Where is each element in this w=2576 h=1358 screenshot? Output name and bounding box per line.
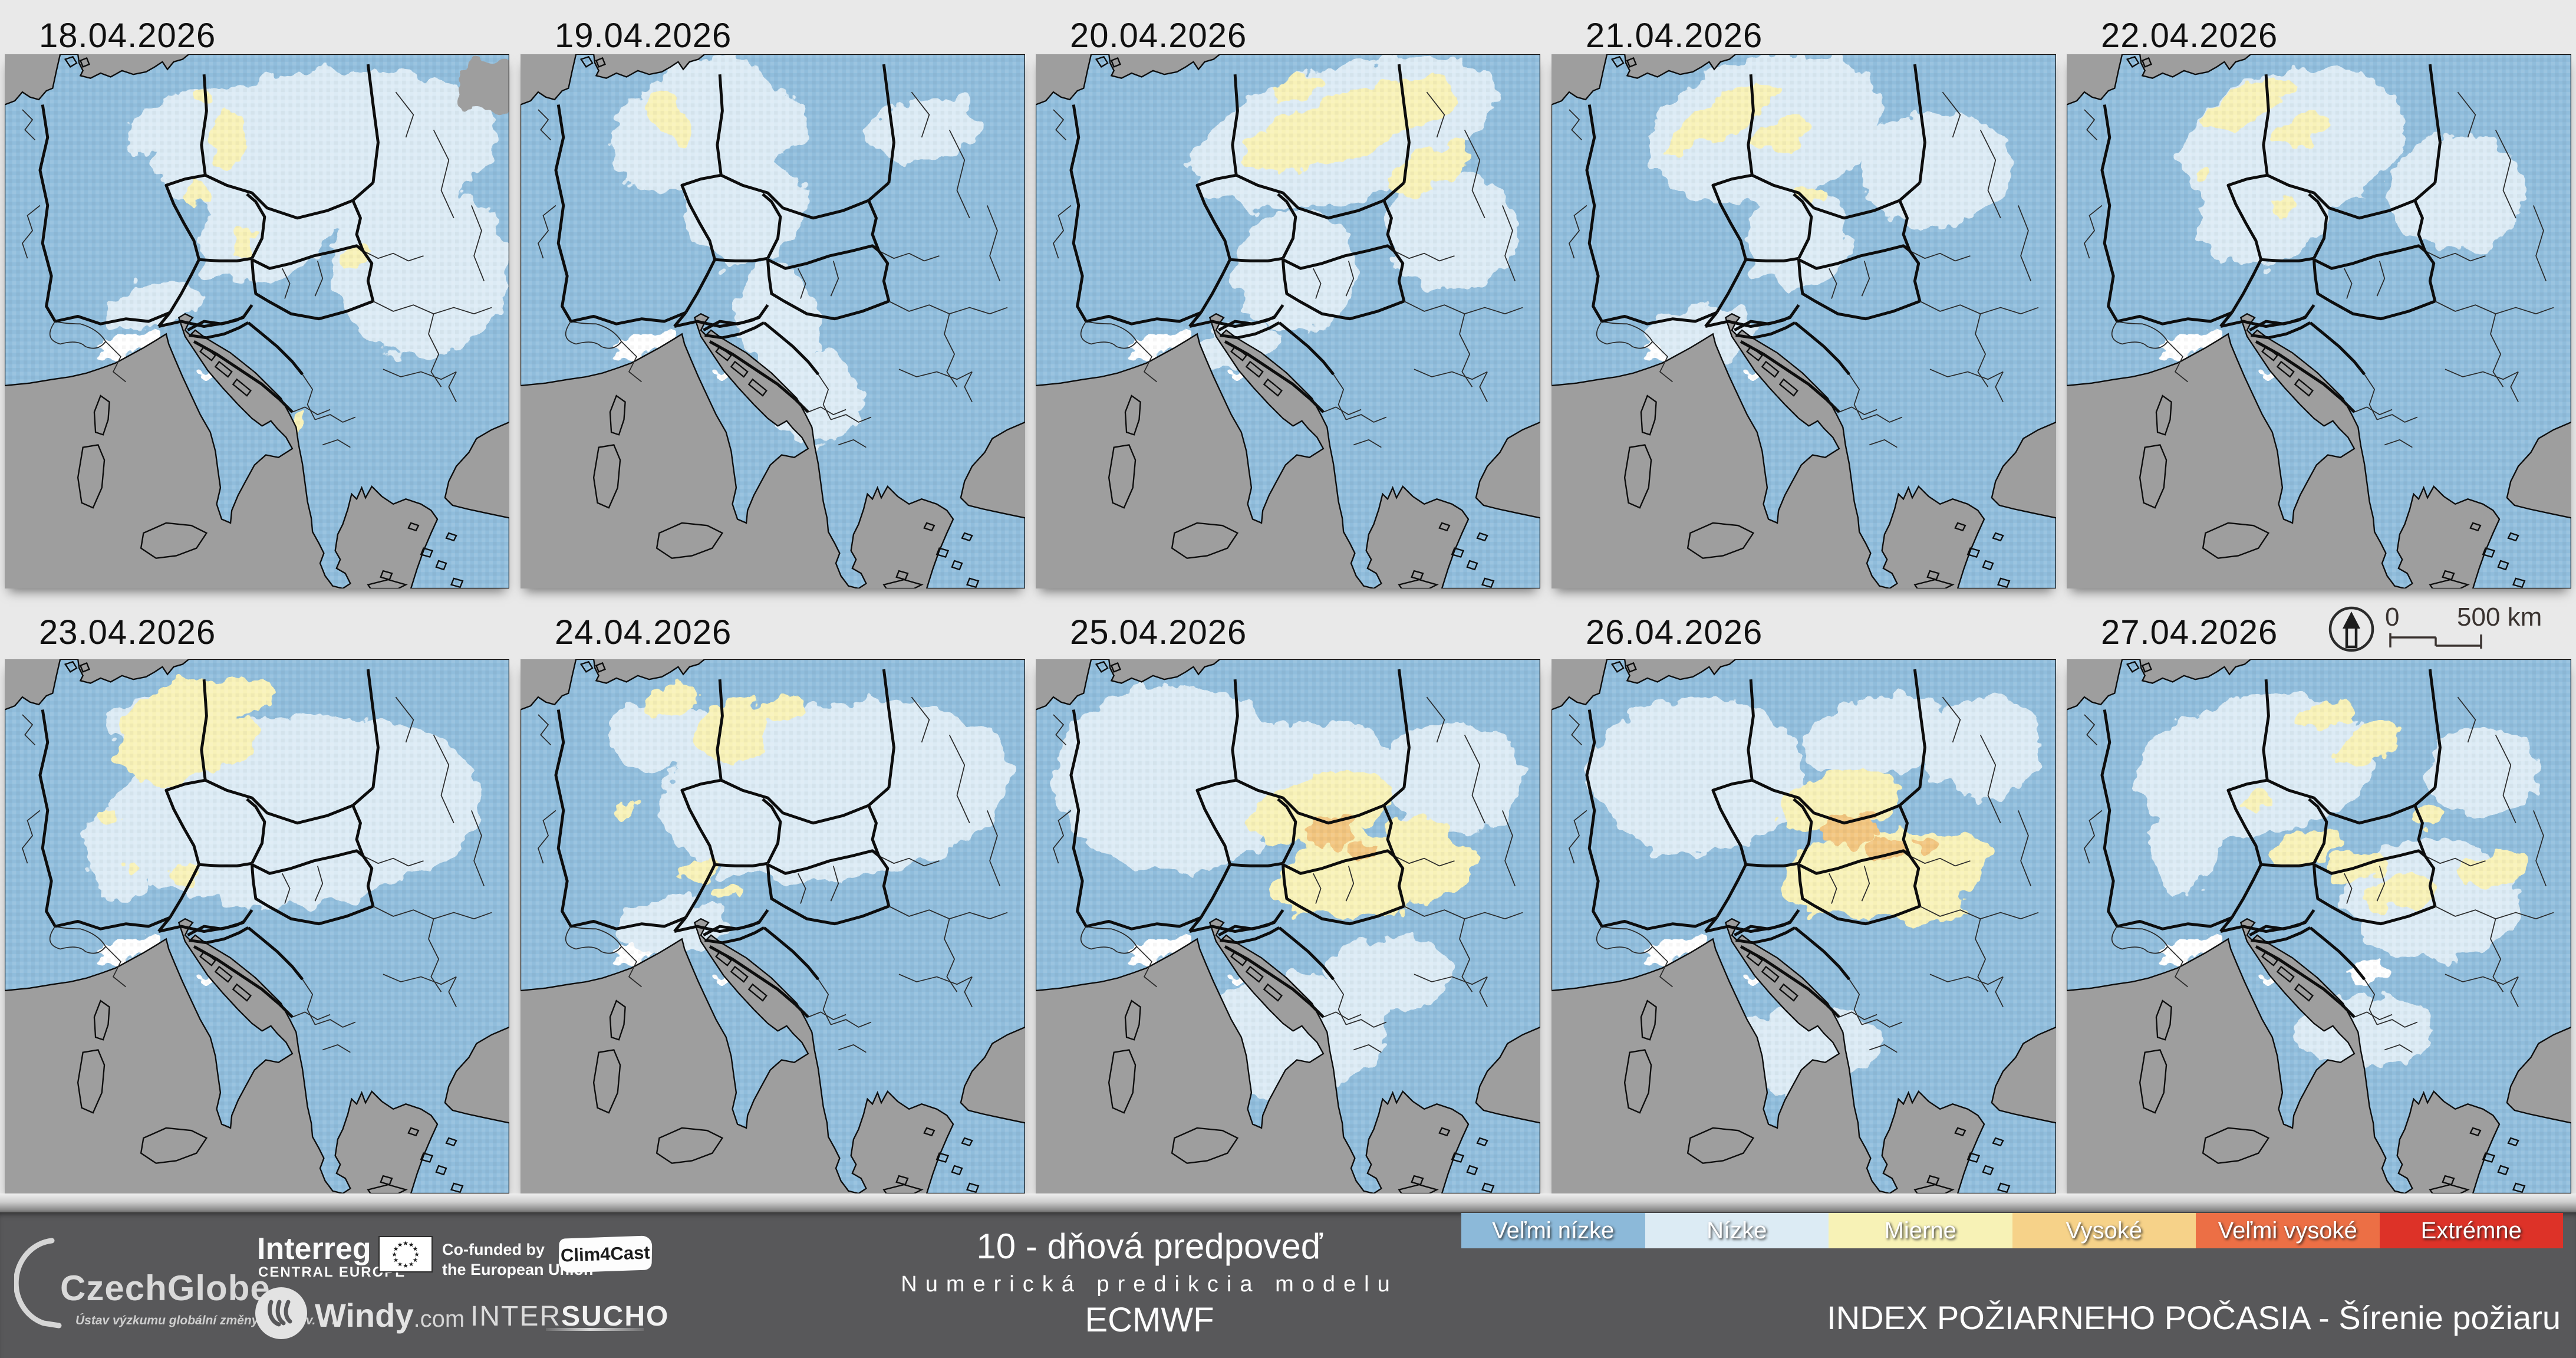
- fire-weather-map: [521, 659, 1025, 1193]
- page-title: INDEX POŽIARNEHO POČASIA - Šírenie požia…: [1827, 1299, 2561, 1336]
- intersucho-sucho: SUCHO: [561, 1301, 670, 1332]
- panel-date-label: 25.04.2026: [1070, 613, 1247, 652]
- panel-date-label: 19.04.2026: [555, 17, 732, 55]
- svg-text:★: ★: [397, 1242, 403, 1249]
- panel-date-label: 18.04.2026: [39, 17, 216, 55]
- forecast-map-panel: [1036, 659, 1540, 1193]
- forecast-map-panel: [2067, 54, 2571, 588]
- czechglobe-arc-icon: [14, 1238, 62, 1329]
- eu-flag-icon: ★ ★ ★ ★ ★ ★ ★ ★ ★ ★ ★ ★: [378, 1236, 433, 1272]
- forecast-map-panel: [2067, 659, 2571, 1193]
- svg-text:★: ★: [391, 1251, 397, 1258]
- forecast-map-panel: [1551, 659, 2056, 1193]
- panel-date-label: 24.04.2026: [555, 613, 732, 652]
- svg-text:★: ★: [414, 1251, 420, 1258]
- windy-name: Windy: [315, 1297, 414, 1334]
- clim4cast-logo: Clim4Cast: [558, 1235, 653, 1273]
- scalebar-distance-label: 500 km: [2457, 603, 2542, 632]
- eu-cofunded-line1: Co-funded by: [442, 1241, 545, 1258]
- footer-top-shadow: [0, 1193, 2576, 1212]
- forecast-length-text: 10 - dňová predpoveď: [976, 1227, 1323, 1266]
- intersucho-logo: INTERSUCHO: [470, 1300, 669, 1333]
- svg-text:★: ★: [409, 1242, 414, 1249]
- legend-item: Veľmi nízke: [1461, 1213, 1645, 1248]
- panel-date-label: 22.04.2026: [2101, 17, 2278, 55]
- svg-text:★: ★: [413, 1246, 419, 1253]
- model-prediction-text: Numerická predikcia modelu: [901, 1272, 1398, 1297]
- fire-index-legend: Veľmi nízke Nízke Mierne Vysoké Veľmi vysoké…: [1461, 1213, 2563, 1248]
- fire-weather-map: [1551, 54, 2056, 588]
- north-arrow-icon: [2328, 606, 2374, 652]
- fire-weather-map: [5, 659, 509, 1193]
- panel-date-label: 26.04.2026: [1586, 613, 1763, 652]
- forecast-map-panel: [521, 659, 1025, 1193]
- panel-date-label: 21.04.2026: [1586, 17, 1763, 55]
- svg-text:★: ★: [409, 1261, 414, 1268]
- clim4cast-label: Clim4Cast: [560, 1242, 651, 1266]
- fire-weather-map: [2067, 659, 2571, 1193]
- interreg-logo: Interreg: [257, 1232, 371, 1266]
- fire-weather-map: [1551, 659, 2056, 1193]
- scalebar: [2389, 633, 2482, 649]
- windy-wordmark: Windy.com: [315, 1296, 465, 1334]
- forecast-map-panel: [5, 659, 509, 1193]
- panel-date-label: 27.04.2026: [2101, 613, 2278, 652]
- forecast-description: 10 - dňová predpoveď Numerická predikcia…: [855, 1225, 1444, 1340]
- svg-text:★: ★: [403, 1240, 409, 1247]
- windy-logo-icon: [255, 1287, 307, 1339]
- windy-tld: .com: [413, 1306, 465, 1332]
- svg-text:★: ★: [393, 1246, 399, 1253]
- legend-item: Extrémne: [2379, 1213, 2563, 1248]
- fire-weather-map: [1036, 54, 1540, 588]
- forecast-map-panel: [5, 54, 509, 588]
- fire-weather-map: [521, 54, 1025, 588]
- panel-date-label: 20.04.2026: [1070, 17, 1247, 55]
- svg-text:★: ★: [393, 1257, 399, 1264]
- svg-text:★: ★: [397, 1261, 403, 1268]
- scalebar-zero-label: 0: [2385, 603, 2400, 632]
- legend-item: Nízke: [1645, 1213, 1829, 1248]
- fire-weather-map: [2067, 54, 2571, 588]
- fire-weather-map: [1036, 659, 1540, 1193]
- svg-text:★: ★: [403, 1262, 409, 1270]
- legend-item: Vysoké: [2012, 1213, 2196, 1248]
- forecast-map-panel: [521, 54, 1025, 588]
- model-name-text: ECMWF: [1085, 1301, 1214, 1339]
- legend-item: Mierne: [1829, 1213, 2012, 1248]
- fire-weather-map: [5, 54, 509, 588]
- forecast-map-panel: [1551, 54, 2056, 588]
- panel-date-label: 23.04.2026: [39, 613, 216, 652]
- intersucho-inter: INTER: [470, 1301, 561, 1332]
- svg-text:★: ★: [413, 1257, 419, 1264]
- legend-item: Veľmi vysoké: [2196, 1213, 2380, 1248]
- intersucho-underline: [546, 1328, 644, 1331]
- forecast-map-panel: [1036, 54, 1540, 588]
- czechglobe-logo: CzechGlobe: [60, 1268, 271, 1308]
